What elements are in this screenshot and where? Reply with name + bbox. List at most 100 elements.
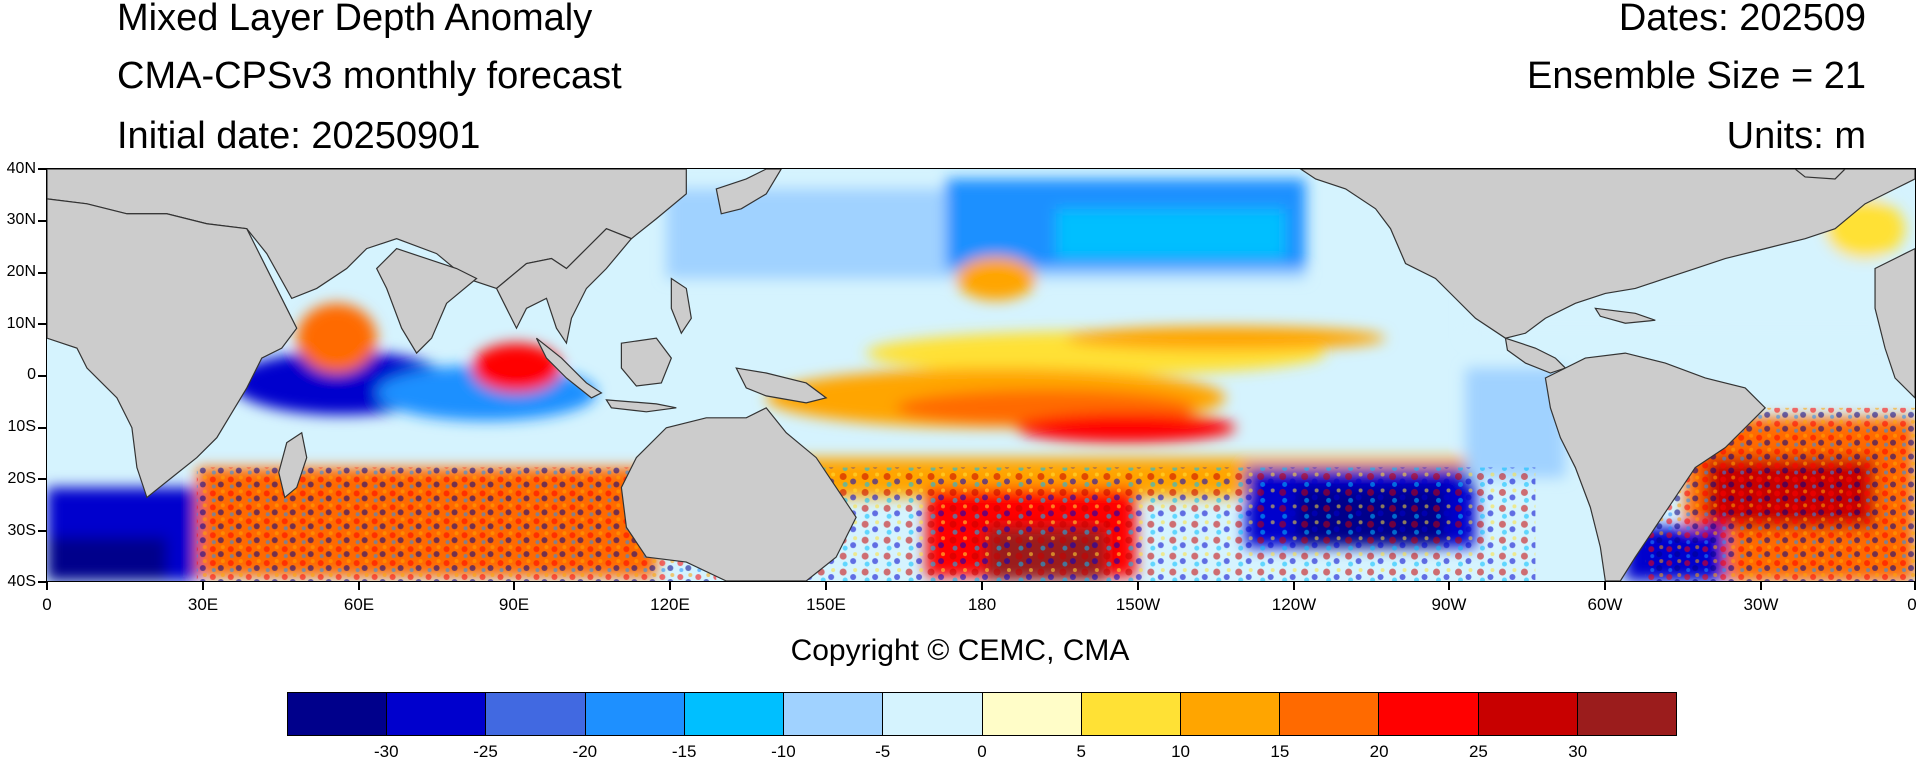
lat-tick xyxy=(38,272,46,274)
lon-tick xyxy=(1760,582,1762,590)
lat-label-10s: 10S xyxy=(7,418,36,435)
lat-tick xyxy=(38,168,46,170)
land-philippines xyxy=(670,277,692,335)
land-south-america xyxy=(1544,352,1767,581)
colorbar-box-1 xyxy=(387,693,487,735)
units-label: Units: m xyxy=(1726,115,1866,157)
lon-label-90w: 90W xyxy=(1431,595,1467,614)
colorbar-box-12 xyxy=(1478,693,1578,735)
lon-label-30w: 30W xyxy=(1743,595,1779,614)
lat-tick xyxy=(38,478,46,480)
lon-label-0: 0 xyxy=(42,595,52,614)
land-madagascar xyxy=(278,431,308,499)
lon-tick xyxy=(1293,582,1295,590)
colorbar-label: 30 xyxy=(1568,742,1588,761)
land-masses xyxy=(47,169,1915,581)
map-title: Mixed Layer Depth Anomaly xyxy=(117,0,593,39)
colorbar-label: -15 xyxy=(671,742,697,761)
copyright-notice: Copyright © CEMC, CMA xyxy=(790,634,1130,667)
colorbar-box-10 xyxy=(1280,693,1380,735)
anomaly-map xyxy=(47,169,1915,581)
lon-tick xyxy=(981,582,983,590)
land-africa-east-wrap xyxy=(1874,247,1915,399)
lon-label-0-end: 0 xyxy=(1907,595,1917,614)
lat-label-40n: 40N xyxy=(6,160,36,177)
colorbar xyxy=(287,692,1677,736)
lat-label-30n: 30N xyxy=(6,211,36,228)
lon-label-90e: 90E xyxy=(498,595,530,614)
colorbar-label: 5 xyxy=(1076,742,1087,761)
lon-tick xyxy=(358,582,360,590)
colorbar-label: -10 xyxy=(771,742,796,761)
lat-tick xyxy=(38,530,46,532)
lat-tick xyxy=(38,427,46,429)
colorbar-label: -5 xyxy=(875,742,891,761)
lon-label-60w: 60W xyxy=(1587,595,1623,614)
lon-label-60e: 60E xyxy=(343,595,375,614)
lon-tick xyxy=(202,582,204,590)
lon-label-150w: 150W xyxy=(1115,595,1161,614)
colorbar-label: 10 xyxy=(1171,742,1191,761)
land-java xyxy=(605,399,677,413)
land-australia xyxy=(620,407,857,581)
colorbar-box-13 xyxy=(1577,693,1677,735)
colorbar-label: 0 xyxy=(977,742,987,761)
lat-label-20s: 20S xyxy=(7,470,36,487)
colorbar-label: 15 xyxy=(1270,742,1290,761)
lat-tick xyxy=(38,323,46,325)
lon-tick xyxy=(825,582,827,590)
map-plot-area xyxy=(46,168,1916,582)
lat-label-40s: 40S xyxy=(7,573,36,590)
colorbar-box-7 xyxy=(982,693,1082,735)
colorbar-box-9 xyxy=(1180,693,1281,735)
land-india xyxy=(375,247,478,355)
lon-label-150e: 150E xyxy=(806,595,846,614)
model-subtitle: CMA-CPSv3 monthly forecast xyxy=(117,55,622,97)
lat-label-10n: 10N xyxy=(6,315,36,332)
colorbar-box-4 xyxy=(684,693,785,735)
land-japan xyxy=(715,169,782,215)
colorbar-box-8 xyxy=(1081,693,1181,735)
lon-tick xyxy=(1604,582,1606,590)
land-sumatra xyxy=(535,337,603,399)
lat-tick xyxy=(38,375,46,377)
lon-tick xyxy=(1448,582,1450,590)
land-africa xyxy=(47,198,298,499)
lon-label-180: 180 xyxy=(967,595,997,614)
lat-tick xyxy=(38,220,46,222)
land-new-guinea xyxy=(735,367,828,404)
colorbar-label: 25 xyxy=(1468,742,1488,761)
colorbar-box-3 xyxy=(585,693,685,735)
eddy-speckles xyxy=(196,407,1915,581)
colorbar-box-11 xyxy=(1379,693,1479,735)
lat-label-eq: 0 xyxy=(27,366,36,383)
lon-tick xyxy=(1914,582,1916,590)
lon-label-120w: 120W xyxy=(1271,595,1317,614)
land-greenland xyxy=(1794,169,1846,180)
land-borneo xyxy=(620,337,673,387)
land-north-america xyxy=(1299,169,1915,339)
lon-tick xyxy=(669,582,671,590)
colorbar-label: -20 xyxy=(572,742,598,761)
land-central-america xyxy=(1504,337,1567,374)
colorbar-label: -25 xyxy=(473,742,498,761)
initial-date: Initial date: 20250901 xyxy=(117,115,481,157)
lon-label-30e: 30E xyxy=(187,595,219,614)
lon-tick xyxy=(1137,582,1139,590)
land-cuba xyxy=(1594,307,1656,324)
colorbar-label: 20 xyxy=(1369,742,1389,761)
lon-tick xyxy=(46,582,48,590)
land-indochina xyxy=(495,228,633,345)
lat-tick xyxy=(38,581,46,583)
colorbar-label: -30 xyxy=(373,742,399,761)
forecast-dates: Dates: 202509 xyxy=(1618,0,1866,39)
lon-tick xyxy=(513,582,515,590)
colorbar-box-2 xyxy=(486,693,586,735)
colorbar-box-5 xyxy=(784,693,884,735)
lon-label-120e: 120E xyxy=(650,595,690,614)
ensemble-size: Ensemble Size = 21 xyxy=(1526,55,1866,97)
colorbar-box-6 xyxy=(883,693,983,735)
colorbar-box-0 xyxy=(288,693,388,735)
lat-label-20n: 20N xyxy=(6,263,36,280)
lat-label-30s: 30S xyxy=(7,522,36,539)
